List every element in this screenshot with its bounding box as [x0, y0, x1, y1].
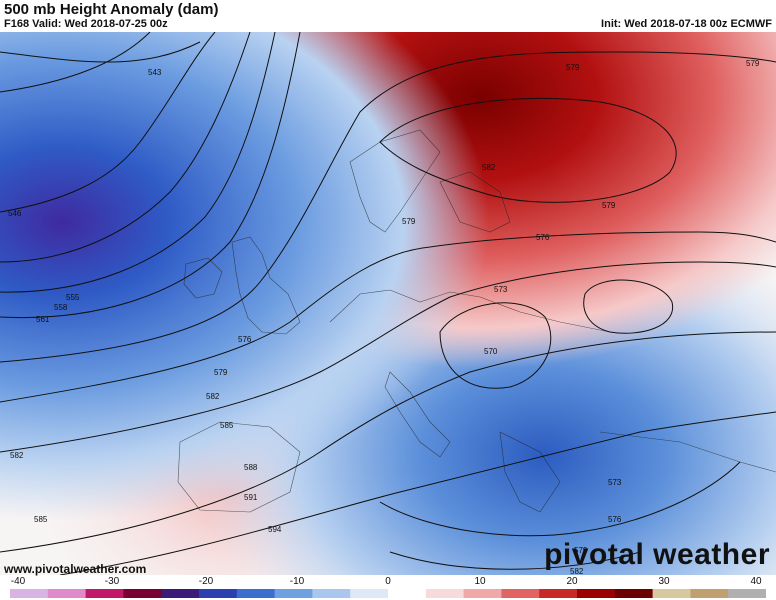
- colorbar-cell: [501, 589, 540, 598]
- colorbar-tick: 40: [750, 576, 762, 587]
- contour-label: 558: [54, 303, 68, 312]
- colorbar-cell: [614, 589, 654, 598]
- coastlines: [177, 129, 776, 513]
- height-contours: [0, 32, 776, 575]
- contour-label: 585: [34, 515, 48, 524]
- map-title: 500 mb Height Anomaly (dam): [4, 1, 219, 18]
- contour-label: 546: [8, 209, 22, 218]
- colorbar-cell: [463, 589, 502, 598]
- colorbar-tick: -10: [289, 576, 305, 587]
- colorbar-cell: [652, 589, 691, 598]
- colorbar-cell: [690, 589, 729, 598]
- pivotal-weather-logo: pivotal weather: [544, 538, 770, 571]
- colorbar-cell: [199, 589, 238, 598]
- init-time: Init: Wed 2018-07-18 00z ECMWF: [601, 18, 772, 30]
- colorbar-cell: [10, 589, 49, 598]
- colorbar-cell: [47, 589, 87, 598]
- contour-label: 573: [494, 285, 508, 294]
- colorbar: -40 -30 -20 -10 0 10 20 30 40: [0, 575, 776, 600]
- contour-label: 588: [244, 463, 258, 472]
- site-watermark: www.pivotalweather.com: [4, 562, 147, 576]
- contour-label: 570: [484, 347, 498, 356]
- colorbar-cell: [728, 589, 766, 598]
- contour-label: 579: [602, 201, 616, 210]
- contour-label: 555: [66, 293, 80, 302]
- colorbar-cell: [425, 589, 465, 598]
- contour-label: 576: [238, 335, 252, 344]
- contour-label: 543: [148, 68, 162, 77]
- colorbar-cell: [161, 589, 200, 598]
- height-anomaly-map: 543 546 555 558 561 570 573 576 579 582 …: [0, 32, 776, 575]
- colorbar-cell: [236, 589, 276, 598]
- valid-time: F168 Valid: Wed 2018-07-25 00z: [4, 18, 168, 30]
- contour-label: 579: [214, 368, 228, 377]
- contour-label: 582: [206, 392, 220, 401]
- colorbar-strip: [10, 589, 766, 598]
- contour-label: 576: [608, 515, 622, 524]
- colorbar-tick: 30: [658, 576, 670, 587]
- colorbar-cell: [577, 589, 616, 598]
- map-header: 500 mb Height Anomaly (dam) F168 Valid: …: [0, 0, 776, 32]
- contour-label: 573: [608, 478, 622, 487]
- contour-label: 579: [566, 63, 580, 72]
- contour-label: 582: [482, 163, 496, 172]
- contour-label: 579: [574, 546, 588, 555]
- colorbar-cell: [123, 589, 162, 598]
- colorbar-tick: 20: [566, 576, 578, 587]
- colorbar-cell: [350, 589, 389, 598]
- colorbar-tick: -20: [198, 576, 214, 587]
- contour-label: 594: [268, 525, 282, 534]
- colorbar-tick: 10: [474, 576, 486, 587]
- colorbar-ticks: -40 -30 -20 -10 0 10 20 30 40: [0, 575, 776, 587]
- contour-label: 561: [36, 315, 50, 324]
- contour-label: 579: [746, 59, 760, 68]
- colorbar-tick: -40: [10, 576, 26, 587]
- contour-label: 579: [402, 217, 416, 226]
- contour-label: 576: [536, 233, 550, 242]
- contour-label: 582: [10, 451, 24, 460]
- contour-labels: 543 546 555 558 561 570 573 576 579 582 …: [8, 59, 760, 575]
- colorbar-cell: [85, 589, 124, 598]
- colorbar-cell: [539, 589, 578, 598]
- colorbar-tick: 0: [385, 576, 391, 587]
- colorbar-cell: [274, 589, 313, 598]
- contour-label: 582: [570, 567, 584, 575]
- colorbar-tick: -30: [104, 576, 120, 587]
- contour-label: 585: [220, 421, 234, 430]
- colorbar-cell: [388, 589, 427, 598]
- colorbar-cell: [312, 589, 351, 598]
- contour-label: 591: [244, 493, 258, 502]
